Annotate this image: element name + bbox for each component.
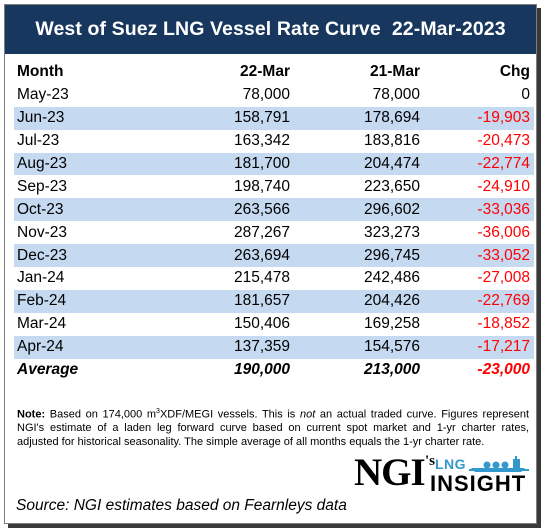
header-previous-date: 21-Mar <box>370 63 420 81</box>
row-previous-rate: 178,694 <box>363 109 420 127</box>
row-previous-rate: 296,602 <box>363 200 420 218</box>
row-change: -27,008 <box>477 269 530 287</box>
row-change: -33,036 <box>477 200 530 218</box>
row-month: Sep-23 <box>17 177 67 195</box>
table-row: Sep-23 198,740 223,650 -24,910 <box>14 175 534 198</box>
row-month: Jul-23 <box>17 132 60 150</box>
average-change: -23,000 <box>477 361 530 379</box>
rate-table: Month 22-Mar 21-Mar Chg May-23 78,000 78,0… <box>14 61 534 381</box>
table-row: Jul-23 163,342 183,816 -20,473 <box>14 130 534 153</box>
note-text-3: an actual traded curve. Figures represen… <box>17 408 530 448</box>
note-label: Note: <box>17 408 46 421</box>
row-previous-rate: 242,486 <box>363 269 420 287</box>
row-previous-rate: 78,000 <box>372 86 420 104</box>
row-current-rate: 163,342 <box>233 132 290 150</box>
logo-lng-text: LNG <box>435 456 467 472</box>
table-row: Jan-24 215,478 242,486 -27,008 <box>14 267 534 290</box>
header-change: Chg <box>499 63 530 81</box>
row-previous-rate: 183,816 <box>363 132 420 150</box>
row-change: -20,473 <box>477 132 530 150</box>
row-current-rate: 78,000 <box>242 86 290 104</box>
table-row: Apr-24 137,359 154,576 -17,217 <box>14 335 534 359</box>
table-row: Jun-23 158,791 178,694 -19,903 <box>14 106 534 130</box>
average-previous: 213,000 <box>363 361 420 379</box>
row-previous-rate: 154,576 <box>363 338 420 356</box>
lng-tanker-icon <box>469 456 529 472</box>
table-row: May-23 78,000 78,000 0 <box>14 84 534 107</box>
table-header-row: Month 22-Mar 21-Mar Chg <box>14 61 534 84</box>
table-title: West of Suez LNG Vessel Rate Curve 22-Ma… <box>5 5 536 54</box>
ngi-lng-insight-logo: NGI 's LNG INSIGHT <box>354 451 534 499</box>
logo-ngi-text: NGI <box>354 451 426 494</box>
row-current-rate: 150,406 <box>233 315 290 333</box>
logo-insight-text: INSIGHT <box>430 471 527 496</box>
row-change: -17,217 <box>477 338 530 356</box>
table-row: Feb-24 181,657 204,426 -22,769 <box>14 289 534 313</box>
logo-apostrophe-text: 's <box>425 453 436 469</box>
row-change: -36,006 <box>477 223 530 241</box>
row-current-rate: 263,694 <box>233 246 290 264</box>
table-row: Nov-23 287,267 323,273 -36,006 <box>14 221 534 244</box>
table-row: Aug-23 181,700 204,474 -22,774 <box>14 152 534 176</box>
row-month: Apr-24 <box>17 338 64 356</box>
row-change: -33,052 <box>477 246 530 264</box>
row-month: Dec-23 <box>17 246 67 264</box>
note-superscript: 3 <box>156 408 160 415</box>
row-change: -18,852 <box>477 315 530 333</box>
note-text-1: Based on 174,000 m <box>45 408 157 421</box>
row-month: Feb-24 <box>17 292 67 310</box>
row-month: Aug-23 <box>17 155 67 172</box>
row-current-rate: 181,700 <box>233 155 290 172</box>
average-label: Average <box>17 361 79 379</box>
row-previous-rate: 169,258 <box>363 315 420 333</box>
row-change: 0 <box>521 86 530 104</box>
row-previous-rate: 204,474 <box>363 155 420 172</box>
header-month: Month <box>17 63 64 81</box>
rate-curve-panel: West of Suez LNG Vessel Rate Curve 22-Ma… <box>4 4 537 524</box>
table-row: Mar-24 150,406 169,258 -18,852 <box>14 313 534 336</box>
row-month: Nov-23 <box>17 223 67 241</box>
methodology-note: Note: Based on 174,000 m3XDF/MEGI vessel… <box>17 405 529 449</box>
row-change: -22,769 <box>477 292 530 310</box>
row-month: Jan-24 <box>17 269 65 287</box>
average-row: Average 190,000 213,000 -23,000 <box>14 359 534 382</box>
row-previous-rate: 323,273 <box>363 223 420 241</box>
table-body: May-23 78,000 78,000 0 Jun-23 158,791 178,694 -… <box>14 84 534 359</box>
row-current-rate: 215,478 <box>233 269 290 287</box>
row-current-rate: 158,791 <box>233 109 290 127</box>
row-current-rate: 263,566 <box>233 200 290 218</box>
source-caption: Source: NGI estimates based on Fearnleys… <box>16 497 347 514</box>
row-previous-rate: 223,650 <box>363 177 420 195</box>
table-row: Dec-23 263,694 296,745 -33,052 <box>14 244 534 268</box>
row-change: -19,903 <box>477 109 530 127</box>
row-change: -22,774 <box>477 155 530 172</box>
average-current: 190,000 <box>233 361 290 379</box>
row-month: Oct-23 <box>17 200 64 218</box>
row-current-rate: 287,267 <box>233 223 290 241</box>
note-emphasis: not <box>299 408 316 421</box>
table-row: Oct-23 263,566 296,602 -33,036 <box>14 198 534 222</box>
row-month: Mar-24 <box>17 315 67 333</box>
row-month: Jun-23 <box>17 109 65 127</box>
header-current-date: 22-Mar <box>240 63 290 81</box>
row-month: May-23 <box>17 86 69 104</box>
row-change: -24,910 <box>477 177 530 195</box>
row-previous-rate: 296,745 <box>363 246 420 264</box>
note-text-2: XDF/MEGI vessels. This is <box>159 408 300 421</box>
row-current-rate: 137,359 <box>233 338 290 356</box>
row-previous-rate: 204,426 <box>363 292 420 310</box>
row-current-rate: 198,740 <box>233 177 290 195</box>
row-current-rate: 181,657 <box>233 292 290 310</box>
